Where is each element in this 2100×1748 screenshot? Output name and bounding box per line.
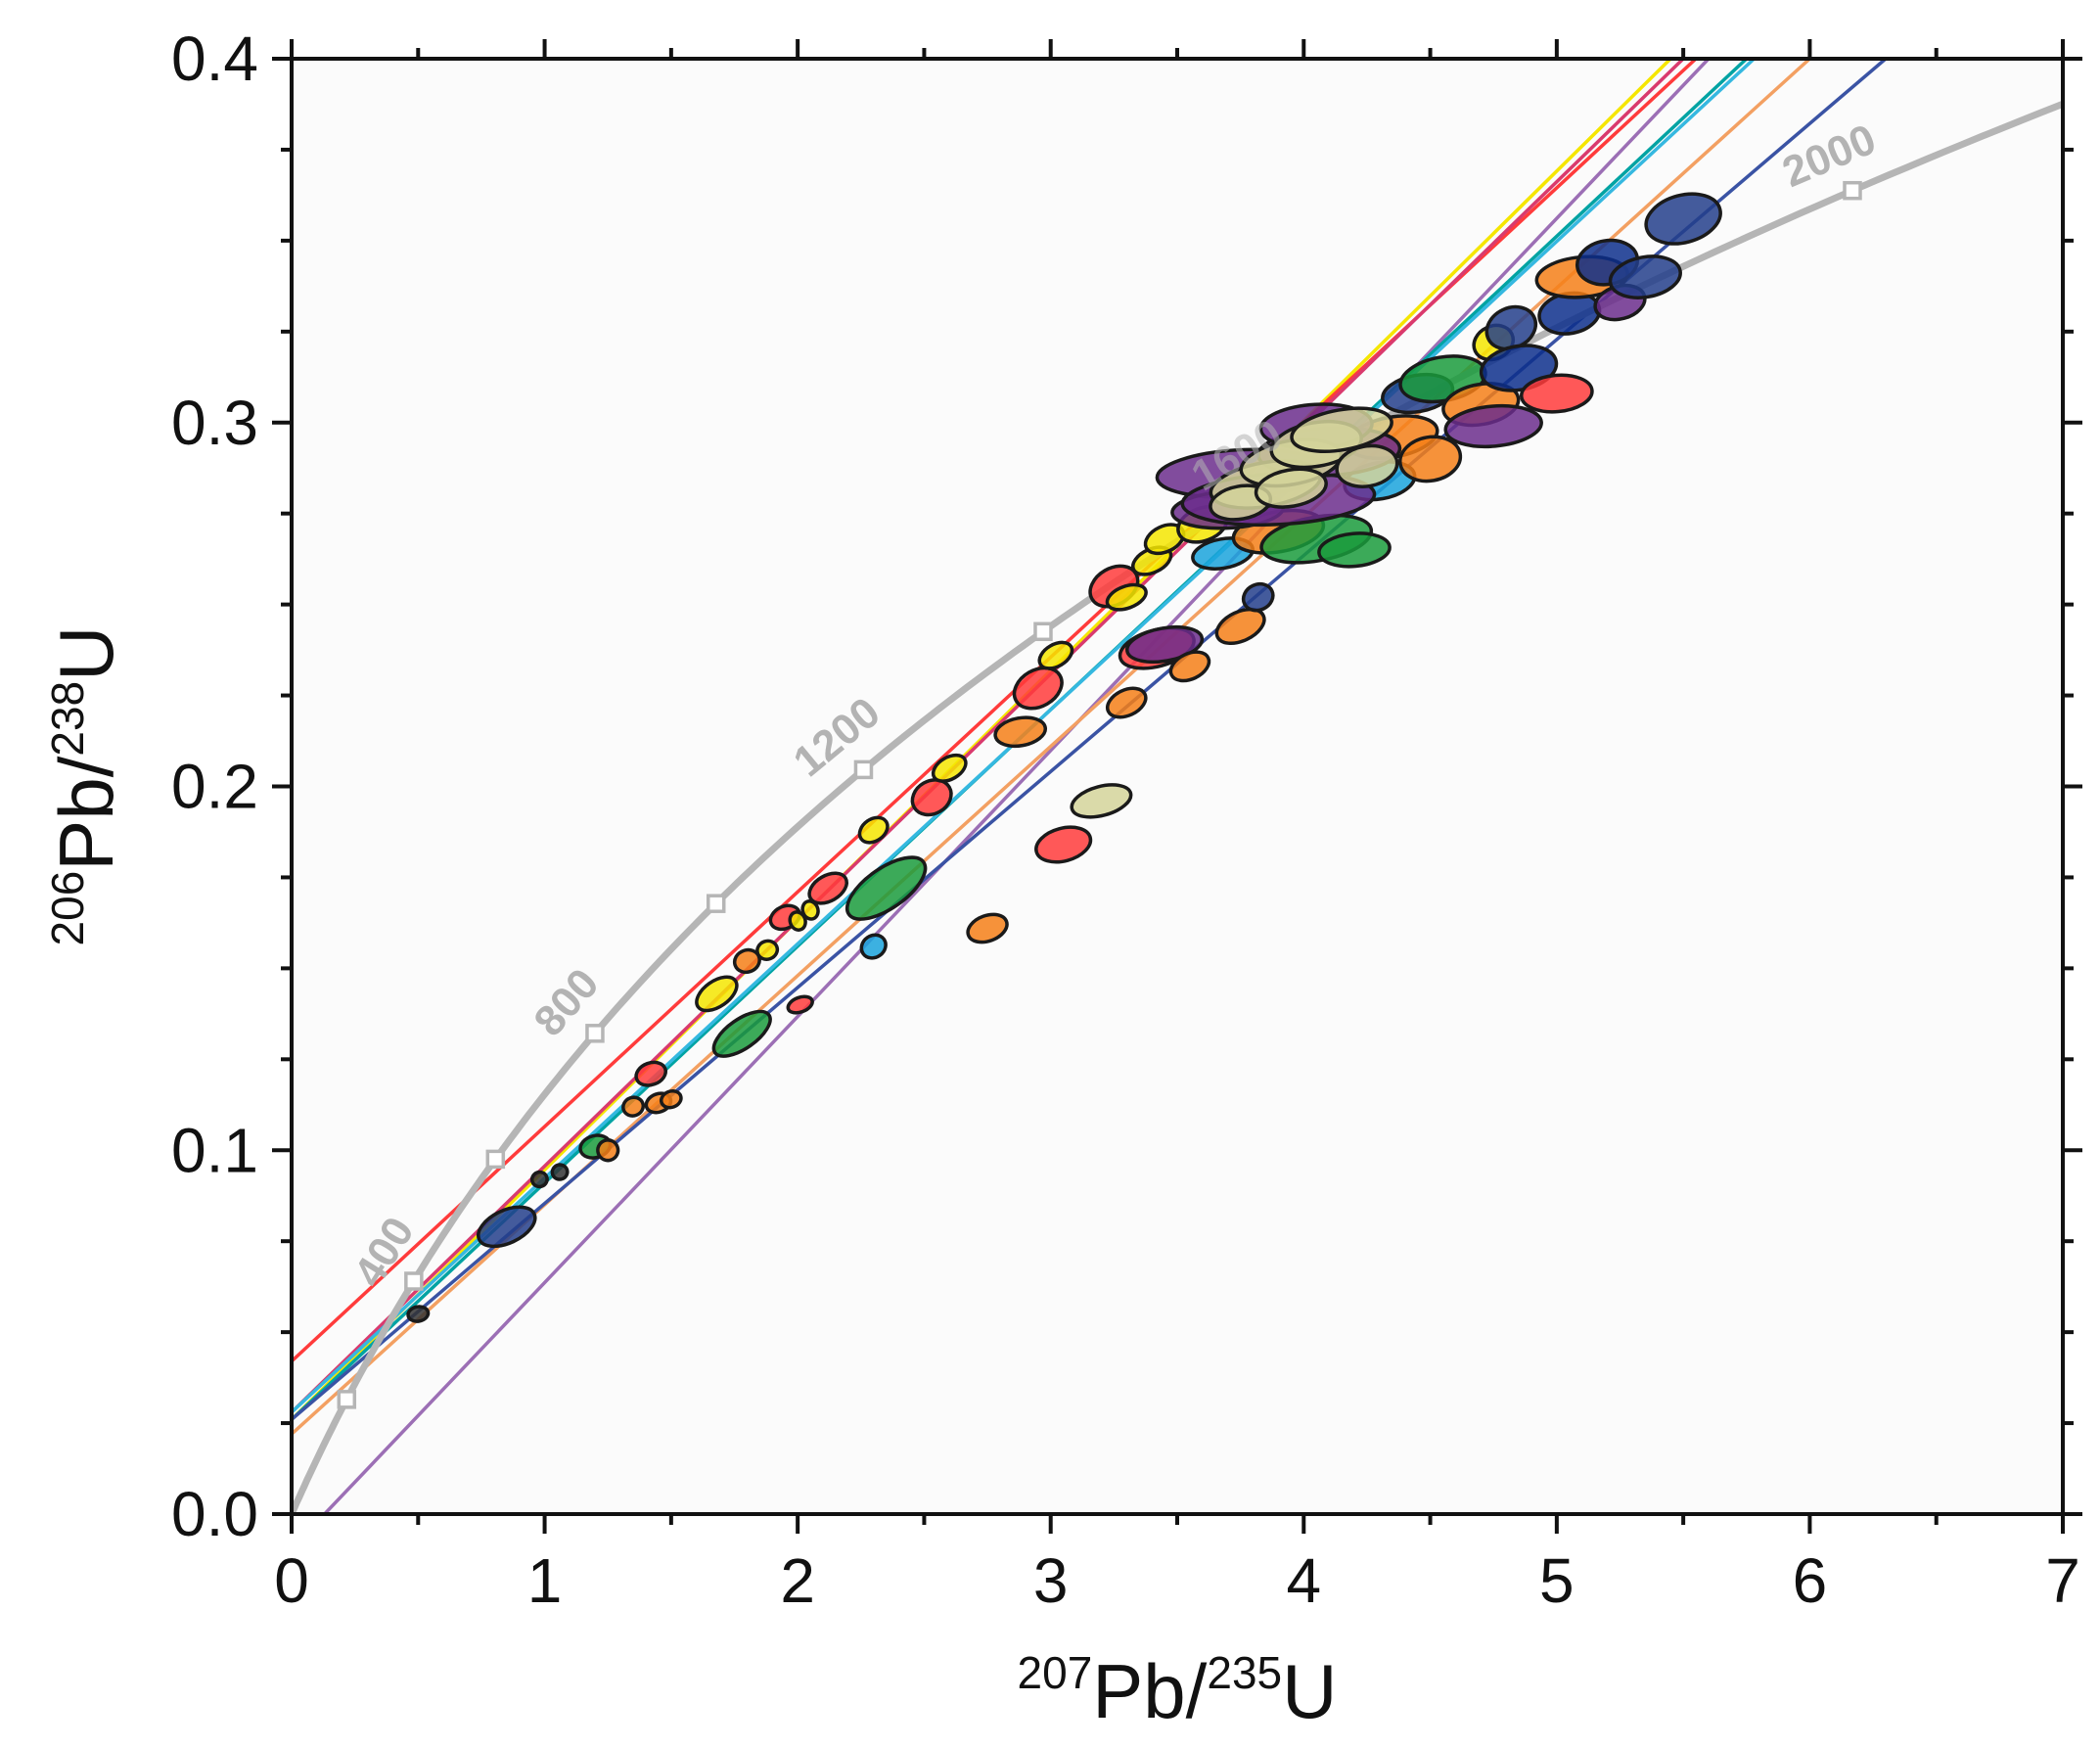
error-ellipse: [1168, 650, 1211, 683]
error-ellipse: [857, 815, 890, 845]
error-ellipse: [755, 939, 780, 961]
error-ellipse: [786, 994, 814, 1015]
error-ellipse: [966, 912, 1009, 944]
error-ellipse: [807, 871, 848, 905]
x-tick-label: 1: [527, 1545, 563, 1616]
concordia-age-marker: [853, 759, 874, 780]
x-tick-label: 6: [1793, 1545, 1828, 1616]
y-tick-label: 0.1: [171, 1115, 258, 1185]
discordia-line: [292, 59, 1672, 1422]
error-ellipse: [993, 715, 1048, 749]
error-ellipse: [1317, 531, 1392, 569]
y-tick-label: 0.4: [171, 23, 258, 94]
error-ellipse: [1037, 640, 1074, 670]
discordia-line: [292, 59, 1685, 1414]
error-ellipse: [931, 753, 968, 783]
error-ellipse: [406, 1305, 431, 1323]
error-ellipse: [621, 1095, 646, 1118]
y-axis-title: 206Pb/238U: [42, 626, 129, 946]
error-ellipse: [1443, 403, 1543, 449]
x-tick-label: 2: [780, 1545, 815, 1616]
error-ellipse: [788, 910, 807, 932]
concordia-age-marker: [585, 1024, 605, 1043]
error-ellipse: [477, 1205, 537, 1249]
error-ellipse: [800, 899, 820, 921]
error-ellipse: [1125, 624, 1205, 665]
error-ellipse: [859, 933, 888, 960]
concordia-curve: [292, 100, 2063, 1514]
error-ellipse: [550, 1163, 570, 1181]
error-ellipse: [1254, 467, 1328, 509]
error-ellipse: [910, 778, 953, 817]
error-ellipse: [1012, 666, 1064, 711]
concordia-age-marker: [337, 1390, 357, 1409]
concordia-age-marker: [1843, 180, 1862, 201]
error-ellipse: [1241, 581, 1275, 613]
error-ellipse: [1335, 443, 1399, 488]
axes: 0 1 2 3 4 5 6 7 0.0 0.1 0.2 0.3 0.4: [171, 23, 2082, 1616]
error-ellipse: [1290, 406, 1393, 453]
concordia-age-marker: [485, 1149, 506, 1170]
error-ellipse: [1644, 192, 1722, 246]
error-ellipse: [1034, 825, 1093, 864]
discordia-line: [322, 59, 1711, 1514]
error-ellipse: [634, 1060, 667, 1087]
error-ellipse: [695, 975, 739, 1013]
error-ellipse: [596, 1138, 620, 1163]
x-tick-label: 3: [1033, 1545, 1069, 1616]
error-ellipse: [1070, 783, 1133, 819]
concordia-age-marker: [1033, 621, 1053, 642]
error-ellipse: [845, 855, 928, 921]
x-axis-title: 207Pb/235U: [1018, 1647, 1338, 1734]
error-ellipse: [1214, 607, 1266, 646]
concordia-curve-group: [292, 100, 2063, 1514]
error-ellipse: [1105, 686, 1148, 719]
concordia-age-marker: [706, 894, 726, 913]
x-tick-label: 7: [2045, 1545, 2080, 1616]
plot-area: [292, 59, 2063, 1514]
error-ellipse: [529, 1170, 549, 1189]
error-ellipse: [1105, 582, 1148, 612]
error-ellipse: [711, 1009, 772, 1058]
error-ellipse: [1398, 435, 1463, 483]
y-tick-label: 0.2: [171, 752, 258, 822]
y-tick-label: 0.0: [171, 1479, 258, 1549]
error-ellipse: [659, 1088, 683, 1110]
error-ellipse: [1520, 373, 1594, 414]
x-tick-label: 0: [274, 1545, 309, 1616]
y-tick-label: 0.3: [171, 388, 258, 458]
x-tick-label: 5: [1539, 1545, 1575, 1616]
error-ellipse: [1608, 254, 1682, 299]
x-tick-label: 4: [1286, 1545, 1321, 1616]
concordia-age-marker: [404, 1271, 424, 1291]
